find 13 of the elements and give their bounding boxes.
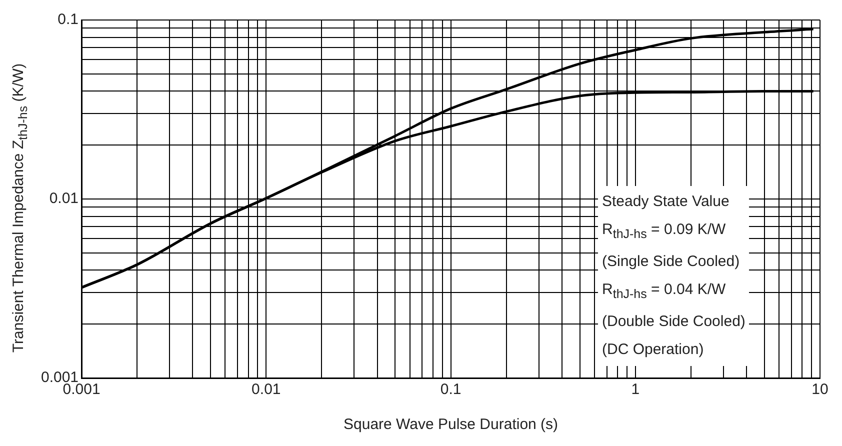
y-tick-label: 0.01 [49, 190, 79, 208]
annotation: Steady State Value [602, 192, 730, 212]
x-tick-label: 1 [631, 381, 640, 398]
x-axis-title: Square Wave Pulse Duration (s) [343, 416, 558, 434]
x-tick-label: 0.01 [252, 381, 281, 398]
x-tick-label: 10 [812, 381, 828, 398]
annotation: R$_{thJ-hs}$ = 0.04 K/W [602, 280, 727, 303]
y-tick-label: 0.1 [58, 11, 79, 28]
annotation: (DC Operation) [602, 340, 705, 360]
annotation: (Single Side Cooled) [602, 252, 741, 272]
x-tick-label: 0.1 [440, 381, 462, 398]
annotation: R$_{thJ-hs}$ = 0.09 K/W [602, 220, 727, 243]
annotation: (Double Side Cooled) [602, 312, 746, 332]
